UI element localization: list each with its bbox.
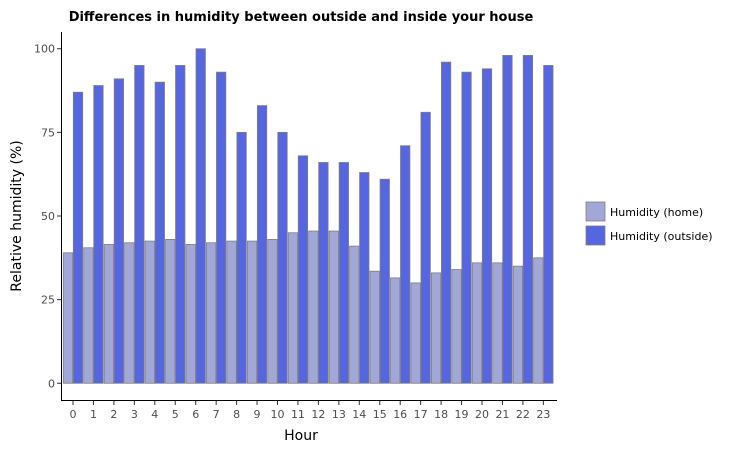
bar-outside-hour-19 bbox=[461, 71, 472, 384]
bar-home-hour-23 bbox=[533, 257, 544, 384]
bar-home-hour-7 bbox=[206, 242, 217, 384]
x-tick-label: 5 bbox=[172, 408, 179, 421]
bar-outside-hour-2 bbox=[113, 78, 124, 384]
x-tick-label: 17 bbox=[414, 408, 428, 421]
x-tick-label: 18 bbox=[434, 408, 448, 421]
bar-outside-hour-18 bbox=[440, 61, 452, 384]
x-axis-title: Hour bbox=[284, 428, 318, 444]
x-tick-label: 8 bbox=[233, 408, 240, 421]
x-tick-label: 4 bbox=[151, 408, 158, 421]
x-ticks: 0 1 2 3 4 5 6 7 8 9 10 11 12 13 14 15 16 17 18 19 20 21 22 23 bbox=[70, 401, 550, 421]
x-tick-label: 16 bbox=[393, 408, 407, 421]
y-tick-label: 100 bbox=[34, 43, 55, 56]
bar-home-hour-21 bbox=[492, 262, 503, 384]
bar-home-hour-13 bbox=[328, 230, 339, 384]
x-tick-label: 22 bbox=[516, 408, 530, 421]
x-tick-label: 11 bbox=[291, 408, 305, 421]
bar-outside-hour-17 bbox=[420, 111, 431, 384]
bar-outside-hour-20 bbox=[481, 68, 493, 384]
y-tick-label: 75 bbox=[41, 126, 55, 139]
bar-outside-hour-15 bbox=[379, 178, 390, 384]
bar-home-hour-8 bbox=[226, 240, 237, 384]
x-tick-label: 19 bbox=[455, 408, 469, 421]
x-tick-label: 21 bbox=[495, 408, 509, 421]
legend-label-home: Humidity (home) bbox=[610, 206, 703, 219]
bar-home-hour-17 bbox=[410, 282, 421, 384]
bar-home-hour-9 bbox=[246, 240, 258, 384]
legend-label-outside: Humidity (outside) bbox=[610, 230, 713, 243]
bar-outside-hour-7 bbox=[216, 71, 227, 384]
bar-home-hour-11 bbox=[287, 232, 299, 384]
bar-home-hour-5 bbox=[165, 239, 176, 384]
chart-title: Differences in humidity between outside … bbox=[69, 10, 534, 25]
bar-outside-hour-9 bbox=[256, 105, 268, 384]
x-tick-label: 23 bbox=[536, 408, 550, 421]
bar-outside-hour-12 bbox=[318, 162, 329, 384]
x-tick-label: 2 bbox=[110, 408, 117, 421]
bar-outside-hour-21 bbox=[502, 55, 513, 384]
bar-outside-hour-11 bbox=[297, 155, 309, 384]
bar-home-hour-0 bbox=[62, 252, 74, 384]
x-tick-label: 15 bbox=[373, 408, 387, 421]
bar-home-hour-20 bbox=[471, 262, 483, 384]
bar-outside-hour-13 bbox=[338, 162, 349, 384]
x-tick-label: 10 bbox=[271, 408, 285, 421]
bar-home-hour-14 bbox=[349, 245, 360, 384]
x-tick-label: 12 bbox=[311, 408, 325, 421]
bar-outside-hour-1 bbox=[93, 85, 104, 384]
bars-layer bbox=[62, 48, 554, 384]
bar-outside-hour-4 bbox=[154, 81, 165, 384]
y-tick-label: 25 bbox=[41, 294, 55, 307]
bar-home-hour-10 bbox=[267, 239, 278, 384]
bar-home-hour-16 bbox=[390, 277, 401, 384]
y-axis-title: Relative humidity (%) bbox=[9, 140, 25, 291]
y-tick-label: 0 bbox=[48, 377, 55, 390]
bar-home-hour-19 bbox=[451, 269, 462, 384]
x-tick-label: 9 bbox=[254, 408, 261, 421]
bar-outside-hour-3 bbox=[134, 65, 145, 384]
legend-swatch-home bbox=[585, 201, 606, 222]
bar-home-hour-1 bbox=[83, 247, 94, 384]
x-tick-label: 3 bbox=[131, 408, 138, 421]
bar-home-hour-12 bbox=[308, 230, 319, 384]
x-tick-label: 13 bbox=[332, 408, 346, 421]
bar-home-hour-15 bbox=[369, 270, 380, 384]
bar-home-hour-22 bbox=[512, 265, 524, 384]
x-tick-label: 0 bbox=[70, 408, 77, 421]
bar-home-hour-4 bbox=[144, 240, 155, 384]
x-tick-label: 14 bbox=[352, 408, 366, 421]
x-tick-label: 20 bbox=[475, 408, 489, 421]
bar-outside-hour-22 bbox=[522, 55, 534, 384]
bar-home-hour-2 bbox=[103, 244, 114, 384]
legend-swatch-outside bbox=[585, 225, 606, 246]
legend: Humidity (home) Humidity (outside) bbox=[585, 201, 713, 246]
bar-outside-hour-10 bbox=[277, 131, 288, 384]
y-ticks: 0 25 50 75 100 bbox=[34, 43, 61, 390]
x-tick-label: 6 bbox=[192, 408, 199, 421]
x-tick-label: 1 bbox=[90, 408, 97, 421]
bar-outside-hour-14 bbox=[359, 172, 370, 384]
x-tick-label: 7 bbox=[213, 408, 220, 421]
bar-home-hour-6 bbox=[185, 244, 196, 384]
bar-outside-hour-16 bbox=[400, 145, 411, 384]
bar-outside-hour-0 bbox=[72, 91, 84, 384]
bar-outside-hour-6 bbox=[195, 48, 206, 384]
bar-outside-hour-5 bbox=[175, 65, 186, 384]
bar-outside-hour-23 bbox=[543, 65, 554, 384]
bar-home-hour-3 bbox=[124, 242, 135, 384]
y-tick-label: 50 bbox=[41, 210, 55, 223]
bar-home-hour-18 bbox=[430, 272, 442, 384]
bar-outside-hour-8 bbox=[236, 131, 247, 384]
